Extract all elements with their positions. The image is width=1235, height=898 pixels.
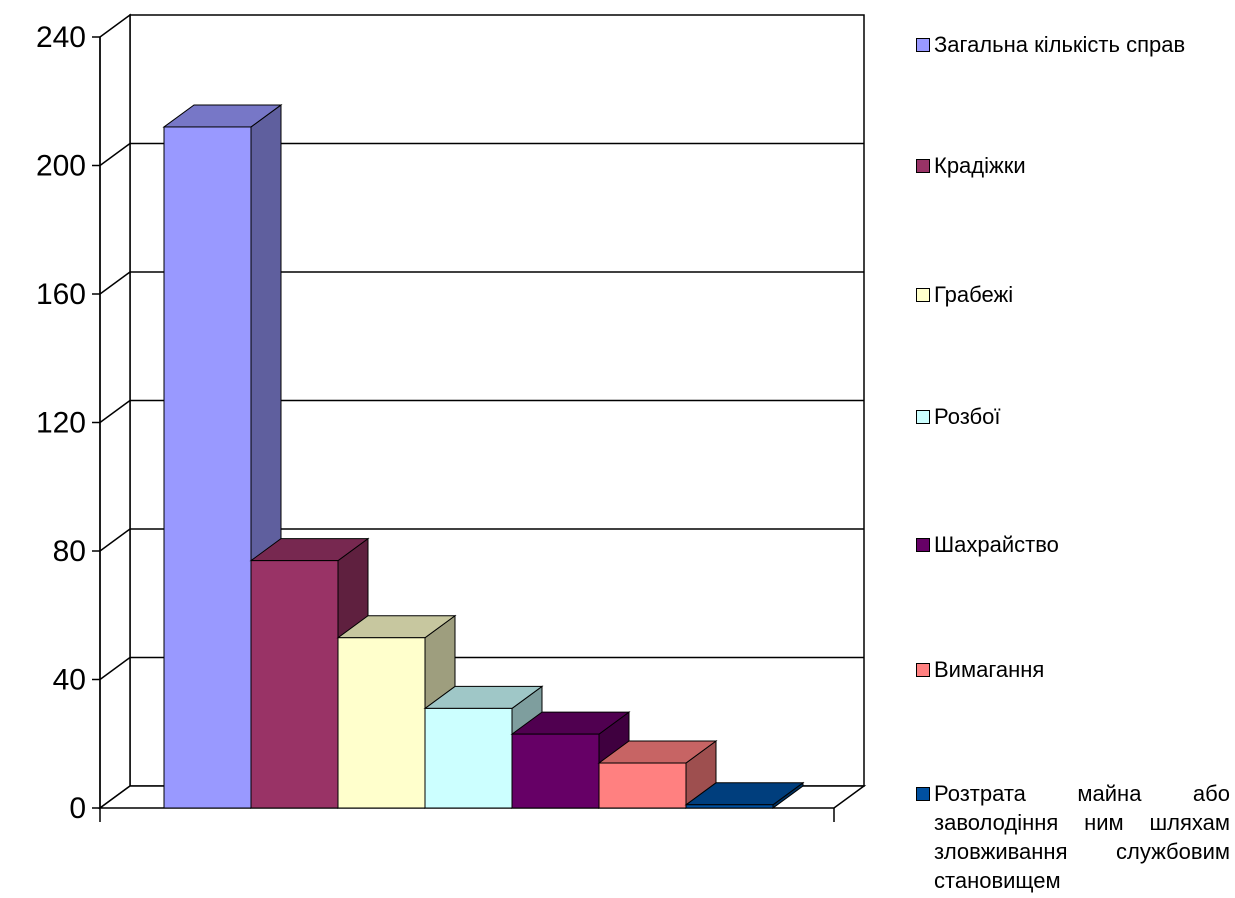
legend-label: Розтрата майна або заволодіння ним шляха… [934, 781, 1230, 893]
y-axis-ticks: 0 40 80 120 160 200 240 [36, 21, 100, 825]
y-tick-label: 80 [53, 535, 86, 568]
legend-label: Крадіжки [934, 153, 1026, 178]
y-tick-label: 0 [69, 792, 86, 825]
legend-swatch [916, 787, 930, 801]
bar-front [511, 733, 600, 809]
bar-front [337, 637, 426, 809]
legend-item-assault: Розбої [916, 402, 1230, 431]
legend-swatch [916, 663, 930, 677]
chart-plot: 0 40 80 120 160 200 240 [36, 13, 867, 825]
bar-front [163, 126, 252, 809]
legend-item-total: Загальна кількість справ [916, 30, 1230, 59]
bar-front [685, 804, 774, 809]
y-tick-label: 240 [36, 21, 86, 54]
legend-swatch [916, 38, 930, 52]
gridline-side [99, 656, 131, 681]
gridline-side [99, 271, 131, 295]
y-tick-label: 160 [36, 278, 86, 311]
y-tick-label: 200 [36, 150, 86, 183]
legend-swatch [916, 159, 930, 173]
bar [684, 781, 805, 809]
legend-item-extortion: Вимагання [916, 655, 1230, 684]
legend-swatch [916, 288, 930, 302]
bar-front [424, 707, 513, 809]
bar-front [250, 560, 339, 809]
legend-label: Загальна кількість справ [934, 32, 1186, 57]
legend-item-fraud: Шахрайство [916, 530, 1230, 559]
legend-label: Грабежі [934, 282, 1014, 307]
y-tick-label: 40 [53, 664, 86, 697]
bars [162, 103, 805, 809]
legend-swatch [916, 538, 930, 552]
gridline-side [99, 399, 131, 424]
legend-swatch [916, 410, 930, 424]
gridline-side [99, 528, 131, 552]
bar-front [598, 762, 687, 809]
legend-label: Шахрайство [934, 532, 1059, 557]
legend-label: Розбої [934, 404, 1001, 429]
legend-item-embezzlement: Розтрата майна або заволодіння ним шляха… [916, 779, 1230, 895]
legend-item-theft: Крадіжки [916, 151, 1230, 180]
y-tick-label: 120 [36, 407, 86, 440]
legend-item-robbery: Грабежі [916, 280, 1230, 309]
gridline-side [99, 142, 131, 167]
legend-label: Вимагання [934, 657, 1045, 682]
bar [423, 685, 544, 809]
legend: Загальна кількість справ Крадіжки Грабеж… [916, 0, 1235, 898]
